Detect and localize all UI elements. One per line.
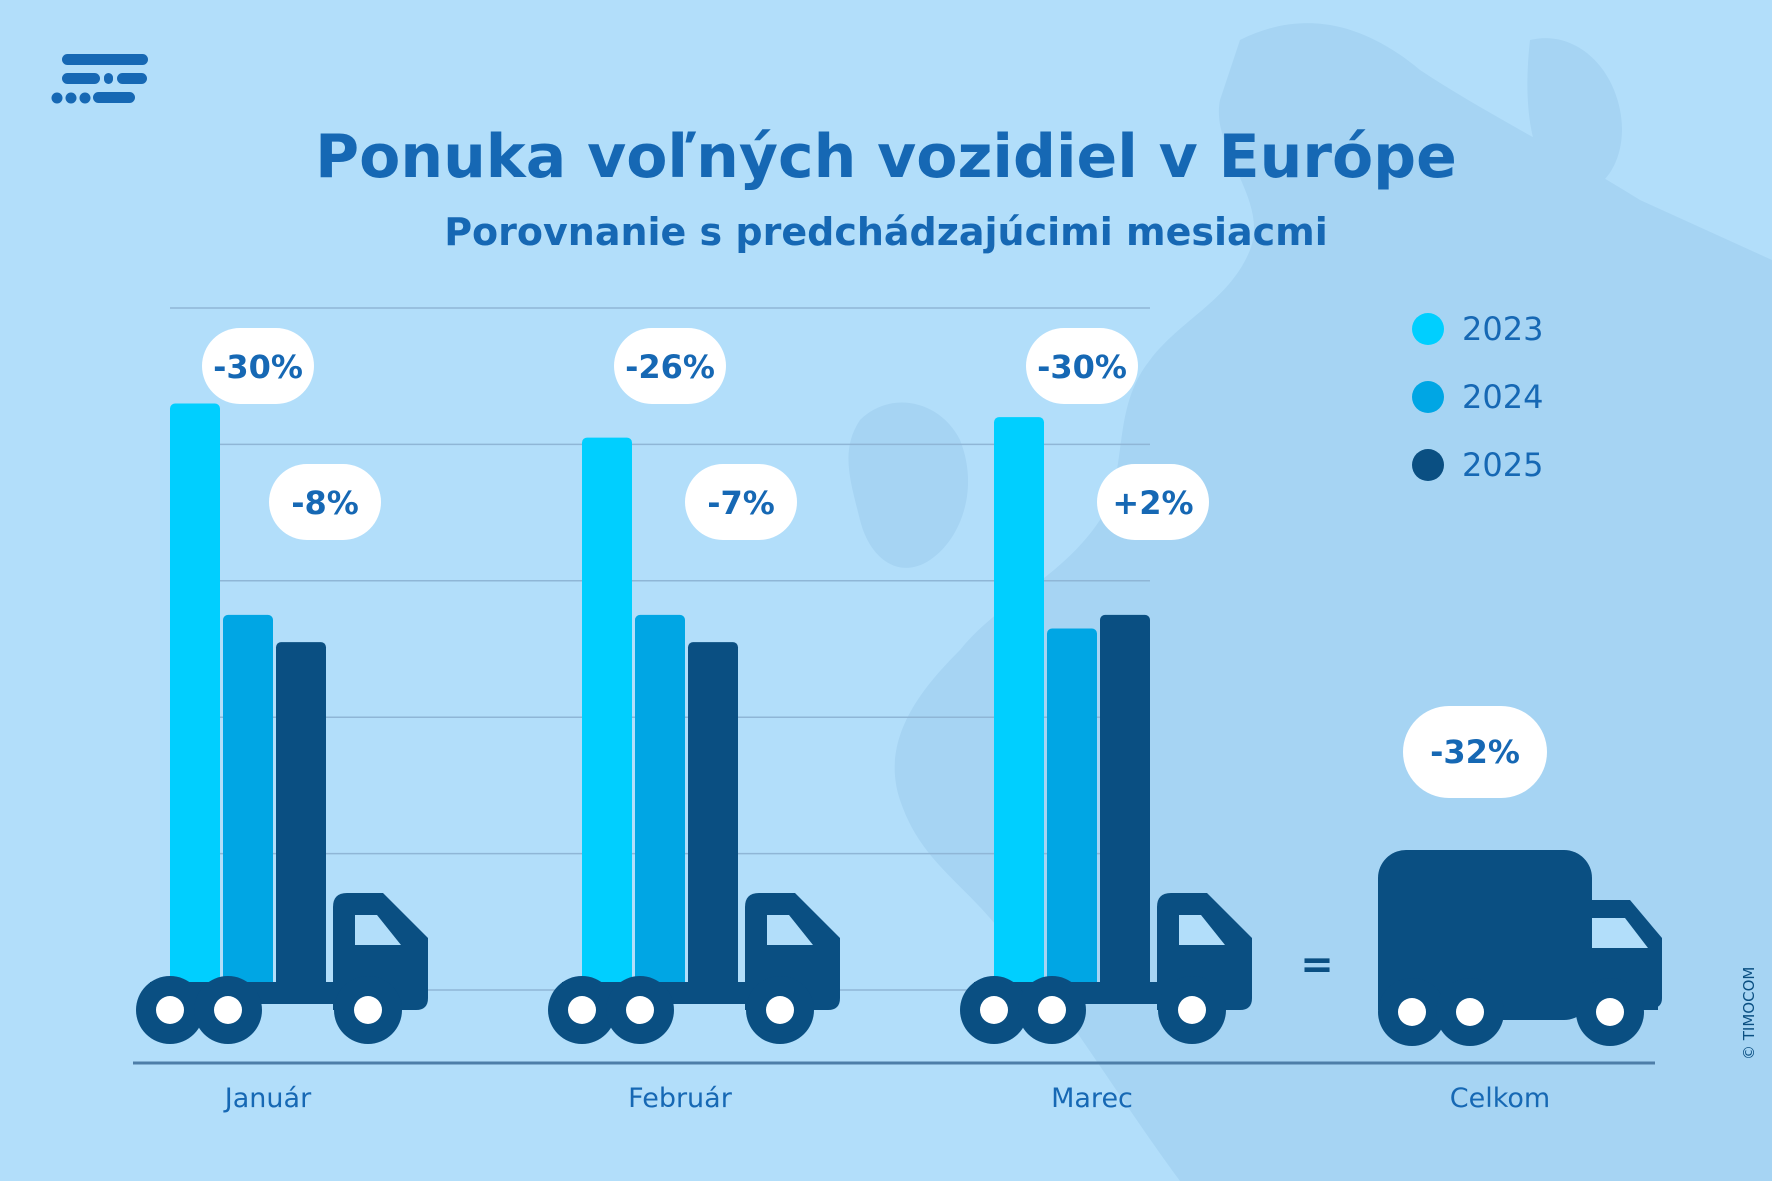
change-label-vs-2024: -8%: [269, 464, 381, 540]
legend-label-2024: 2024: [1462, 378, 1543, 416]
truck-wheel-hub: [1456, 998, 1484, 1026]
bar-2023-1: [582, 437, 632, 993]
change-label-vs-2023-text: -30%: [213, 348, 303, 386]
chart-subtitle: Porovnanie s predchádzajúcimi mesiacmi: [444, 210, 1328, 254]
truck-wheel-hub: [156, 996, 184, 1024]
legend-label-2025: 2025: [1462, 446, 1543, 484]
change-label-vs-2023-text: -30%: [1037, 348, 1127, 386]
equals-sign: =: [1300, 942, 1334, 988]
change-label-vs-2024: +2%: [1097, 464, 1209, 540]
change-label-vs-2024-bubble: [269, 464, 381, 540]
x-axis-label: Január: [223, 1083, 312, 1114]
change-label-vs-2023-text: -26%: [625, 348, 715, 386]
truck-wheel-hub: [980, 996, 1008, 1024]
truck-wheel-hub: [354, 996, 382, 1024]
bar-2024-0: [223, 614, 273, 992]
change-label-vs-2023: -30%: [1026, 328, 1138, 404]
total-change-text: -32%: [1430, 733, 1520, 771]
truck-wheel-hub: [1038, 996, 1066, 1024]
change-label-vs-2023-bubble: [1026, 328, 1138, 404]
truck-wheel-hub: [214, 996, 242, 1024]
timocom-logo-icon: [51, 54, 148, 104]
legend-label-2023: 2023: [1462, 310, 1543, 348]
change-label-vs-2024-bubble: [1097, 464, 1209, 540]
bar-2024-2: [1047, 628, 1097, 992]
truck-wheel-hub: [1178, 996, 1206, 1024]
change-label-vs-2024-text: -8%: [291, 484, 359, 522]
x-axis-label: Február: [628, 1083, 733, 1114]
bar-2024-1: [635, 614, 685, 992]
copyright-text: © TIMOCOM: [1740, 966, 1758, 1060]
change-label-vs-2024-bubble: [685, 464, 797, 540]
legend-swatch-2024: [1412, 381, 1444, 413]
change-label-vs-2023-bubble: [202, 328, 314, 404]
change-label-vs-2023: -30%: [202, 328, 314, 404]
truck-wheel-hub: [626, 996, 654, 1024]
change-label-vs-2024-text: -7%: [707, 484, 775, 522]
legend-swatch-2025: [1412, 449, 1444, 481]
truck-wheel-hub: [568, 996, 596, 1024]
truck-wheel-hub: [1398, 998, 1426, 1026]
bar-2025-2: [1100, 614, 1150, 992]
bar-2025-1: [688, 642, 738, 992]
legend: 2023 2024 2025: [1412, 310, 1543, 484]
truck-window: [1179, 915, 1225, 945]
total-change-bubble: [1403, 706, 1547, 798]
x-axis-label: Marec: [1051, 1083, 1133, 1114]
chart-title: Ponuka voľných vozidiel v Európe: [315, 122, 1457, 192]
total-truck-icon: [1378, 850, 1662, 1046]
bar-2025-0: [276, 642, 326, 992]
truck-window: [767, 915, 813, 945]
x-axis-label-total: Celkom: [1450, 1083, 1550, 1114]
change-label-vs-2023-bubble: [614, 328, 726, 404]
change-label-vs-2023: -26%: [614, 328, 726, 404]
trucks: =: [136, 850, 1662, 1046]
truck-wheel-hub: [766, 996, 794, 1024]
total-change-label: -32%: [1403, 706, 1547, 798]
truck-window: [355, 915, 401, 945]
x-axis-labels: Január Február Marec Celkom: [223, 1083, 1550, 1114]
legend-swatch-2023: [1412, 313, 1444, 345]
change-label-vs-2024-text: +2%: [1112, 484, 1193, 522]
bar-2023-2: [994, 417, 1044, 992]
bars: [170, 403, 1150, 993]
truck-window: [1592, 918, 1648, 948]
truck-wheel-hub: [1596, 998, 1624, 1026]
change-labels: -30% -8% -26% -7% -30% +2% -32%: [202, 328, 1547, 798]
change-label-vs-2024: -7%: [685, 464, 797, 540]
bar-2023-0: [170, 403, 220, 993]
